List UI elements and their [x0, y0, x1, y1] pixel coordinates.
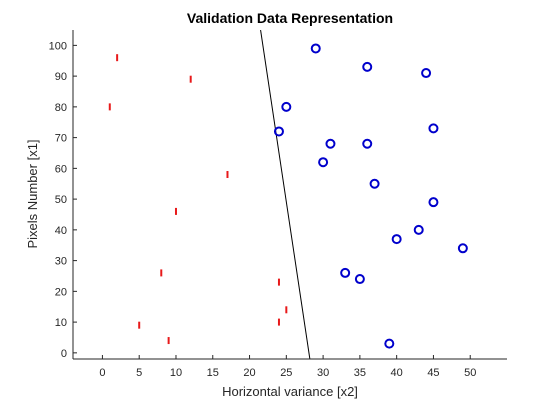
y-tick-label: 70 [55, 133, 67, 145]
x-tick-label: 5 [136, 367, 142, 379]
axes: 0 5 10 15 20 25 30 35 40 45 50 0 10 20 30 40 50 60 70 80 90 1… [49, 30, 507, 379]
class-b-point [428, 197, 439, 208]
class-b-point [273, 126, 284, 137]
x-tick-label: 20 [243, 367, 255, 379]
class-b-point [369, 178, 380, 189]
class-b-point [384, 338, 395, 349]
x-tick-label: 50 [464, 367, 476, 379]
data-marks [108, 30, 468, 359]
y-tick-label: 10 [55, 317, 67, 329]
x-tick-label: 40 [391, 367, 403, 379]
chart-title: Validation Data Representation [187, 10, 393, 26]
y-tick-label: 100 [49, 40, 67, 52]
y-tick-label: 20 [55, 286, 67, 298]
x-tick-label: 35 [354, 367, 366, 379]
class-b-point [457, 243, 468, 254]
plot-area [73, 30, 507, 359]
class-b-point [391, 234, 402, 245]
class-b-point [318, 157, 329, 168]
y-tick-label: 0 [61, 348, 67, 360]
class-b-point [362, 61, 373, 72]
x-tick-label: 0 [99, 367, 105, 379]
class-b-point [421, 68, 432, 79]
class-b-point [310, 43, 321, 54]
y-tick-label: 60 [55, 163, 67, 175]
y-tick-label: 50 [55, 194, 67, 206]
class-b-point [362, 138, 373, 149]
y-tick-label: 90 [55, 71, 67, 83]
class-b-point [340, 267, 351, 278]
x-tick-label: 15 [207, 367, 219, 379]
class-b-point [428, 123, 439, 134]
decision-boundary-line [260, 30, 311, 359]
y-tick-label: 30 [55, 256, 67, 268]
x-axis-label: Horizontal variance [x2] [222, 384, 358, 399]
y-tick-label: 40 [55, 225, 67, 237]
class-b-point [325, 138, 336, 149]
y-tick-label: 80 [55, 102, 67, 114]
x-tick-label: 30 [317, 367, 329, 379]
class-b-point [281, 101, 292, 112]
x-tick-label: 25 [280, 367, 292, 379]
class-b-point [413, 224, 424, 235]
x-tick-label: 10 [170, 367, 182, 379]
class-b-point [354, 274, 365, 285]
x-tick-label: 45 [427, 367, 439, 379]
y-axis-label: Pixels Number [x1] [25, 139, 40, 248]
